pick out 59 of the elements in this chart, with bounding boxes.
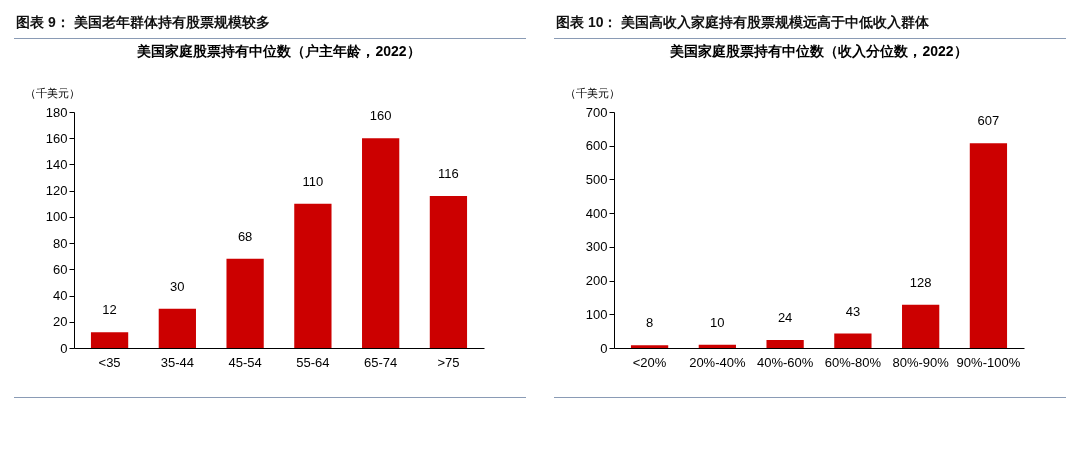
chart-subtitle: 美国家庭股票持有中位数（户主年龄，2022） (136, 43, 421, 59)
x-tick-label: 60%-80% (824, 354, 882, 370)
x-tick-label: 55-64 (296, 354, 330, 370)
x-tick-label: 20%-40% (689, 354, 746, 370)
data-label: 43 (845, 303, 861, 319)
y-tick-label: 160 (45, 130, 68, 146)
data-label: 68 (237, 228, 253, 244)
x-tick-label: 35-44 (160, 354, 194, 370)
y-tick-label: 180 (45, 104, 68, 120)
data-label: 160 (369, 108, 392, 124)
y-tick-label: 200 (585, 273, 608, 289)
data-label: 116 (438, 165, 459, 181)
x-tick-label: 80%-90% (892, 354, 950, 370)
bar (429, 195, 468, 348)
y-tick-label: 300 (585, 239, 608, 255)
bar (766, 339, 804, 348)
data-label: 128 (909, 274, 932, 290)
data-label: 110 (302, 173, 324, 189)
bar (969, 143, 1008, 348)
bar (226, 258, 264, 348)
data-label: 8 (645, 315, 654, 331)
bar (630, 345, 669, 348)
x-tick-label: 65-74 (364, 354, 398, 370)
y-tick-label: 80 (53, 235, 68, 251)
y-tick-label: 0 (60, 340, 68, 356)
data-label: 24 (777, 309, 793, 325)
y-tick-label: 700 (585, 104, 608, 120)
bar (90, 332, 129, 348)
y-tick-label: 20 (53, 314, 68, 330)
y-tick-label: 600 (585, 138, 608, 154)
data-label: 12 (102, 302, 117, 318)
chart-subtitle: 美国家庭股票持有中位数（收入分位数，2022） (669, 43, 968, 59)
bar (902, 304, 940, 348)
y-axis-title: （千美元） (565, 86, 620, 99)
data-label: 30 (170, 278, 185, 294)
bar (834, 333, 872, 348)
bar (294, 203, 332, 348)
chart-title: 图表 9： 美国老年群体持有股票规模较多 (14, 6, 526, 39)
y-tick-label: 100 (585, 306, 608, 322)
x-tick-label: <35 (98, 354, 121, 370)
y-tick-label: 0 (600, 340, 608, 356)
x-tick-label: <20% (632, 354, 667, 370)
bar (158, 308, 196, 348)
y-tick-label: 100 (45, 209, 68, 225)
bar (362, 138, 400, 348)
x-tick-label: 90%-100% (956, 354, 1021, 370)
data-label: 607 (977, 113, 1000, 129)
y-tick-label: 500 (585, 171, 608, 187)
y-tick-label: 140 (45, 156, 68, 172)
y-tick-label: 120 (45, 183, 68, 199)
y-axis-title: （千美元） (25, 86, 80, 99)
data-label: 10 (710, 314, 725, 330)
x-tick-label: 45-54 (228, 354, 262, 370)
y-tick-label: 60 (53, 261, 68, 277)
y-tick-label: 400 (585, 205, 608, 221)
chart-title: 图表 10： 美国高收入家庭持有股票规模远高于中低收入群体 (554, 6, 1066, 39)
x-tick-label: >75 (437, 354, 460, 370)
x-tick-label: 40%-60% (756, 354, 814, 370)
y-tick-label: 40 (53, 288, 68, 304)
